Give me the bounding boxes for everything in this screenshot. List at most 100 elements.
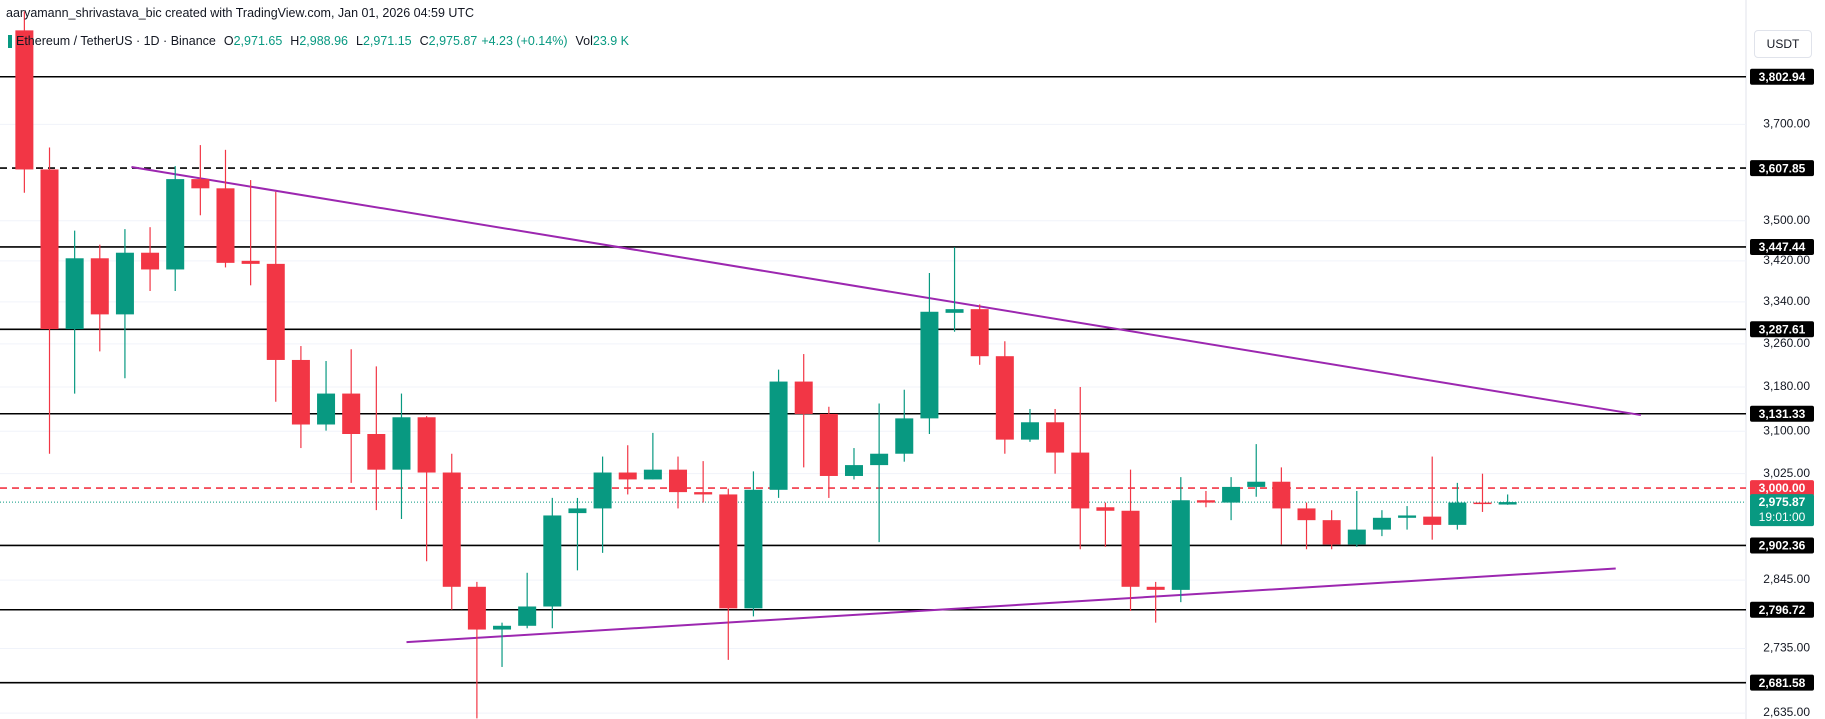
level-label: 3,802.94 [1759,70,1806,84]
candle-body [1448,502,1467,525]
candle-body [769,381,788,490]
legend: Ethereum / TetherUS · 1D · Binance O 2,97… [8,34,629,48]
candle-body [1272,481,1291,509]
level-label-box [1750,674,1814,691]
candle-body [467,586,486,630]
candle-body [241,260,260,264]
candle-body [417,417,436,473]
level-label-box [1750,601,1814,618]
candle-body [794,381,813,414]
level-label-box [1750,160,1814,177]
legend-key: H [290,34,300,48]
y-tick-label: 2,845.00 [1763,572,1810,586]
candle-body [90,258,109,315]
candle-body [1046,422,1065,453]
candle-body [141,252,160,270]
y-tick-label: 3,100.00 [1763,423,1810,437]
candle-body [593,472,612,509]
candle-body [568,508,587,514]
candle-body [493,625,512,630]
candle-body [1196,500,1215,503]
candle-body [643,469,662,480]
y-tick-label: 3,340.00 [1763,294,1810,308]
candle-body [65,258,84,330]
candle-body [266,263,285,360]
candle-body [1347,529,1366,545]
trendline [131,166,1642,417]
candle-body [970,309,989,357]
candle-body [1247,481,1266,487]
level-label: 2,681.58 [1759,676,1806,690]
candle-body [920,311,939,419]
candle-body [291,359,310,425]
legend-key: Vol [575,34,593,48]
trendline [406,567,1616,644]
legend-value: 2,971.15 [362,34,412,48]
y-tick-label: 2,635.00 [1763,705,1810,719]
y-tick-label: 3,180.00 [1763,379,1810,393]
level-label: 2,796.72 [1759,603,1806,617]
candle-body [342,393,361,434]
level-label: 3,447.44 [1759,240,1806,254]
legend-marker [8,34,12,48]
candle-body [191,179,210,189]
candle-body [392,417,411,470]
level-label: 3,607.85 [1759,161,1806,175]
y-tick-label: 3,700.00 [1763,117,1810,131]
legend-change: +4.23 (+0.14%) [481,34,568,48]
candle-body [1473,502,1492,505]
y-tick-label: 2,735.00 [1763,641,1810,655]
candle-body [40,169,59,330]
candle-body [317,393,336,425]
candle-body [1423,516,1442,525]
level-label: 2,902.36 [1759,539,1806,553]
legend-value: 23.9 K [592,34,630,48]
level-label: 3,131.33 [1759,407,1806,421]
candle-body [1071,452,1090,509]
candle-body [895,418,914,454]
level-label: 3,000.00 [1759,481,1806,495]
level-label-box [1750,321,1814,338]
legend-key: L [355,34,363,48]
candle-body [518,606,537,626]
level-label-box [1750,480,1814,497]
level-label-box [1750,537,1814,554]
candle-body [669,469,688,493]
countdown-label: 19:01:00 [1759,510,1806,524]
candle-body [1146,586,1165,590]
candle-body [367,433,386,470]
currency-button[interactable]: USDT [1754,30,1812,58]
legend-key: C [419,34,429,48]
attribution: aaryamann_shrivastava_bic created with T… [6,6,475,20]
candle-body [442,472,461,587]
candle-body [870,453,889,466]
legend-value: 2,971.65 [233,34,283,48]
candle-body [1096,507,1115,511]
candle-body [995,356,1014,440]
legend-key: O [223,34,234,48]
level-label-box [1750,68,1814,85]
candle-body [166,179,185,270]
candle-body [719,494,738,609]
candle-body [1322,520,1341,545]
legend-value: 2,975.87 [428,34,478,48]
level-label-box [1750,405,1814,422]
legend-value: 2,988.96 [299,34,348,48]
candle-body [1372,517,1391,530]
candle-body [1222,486,1241,503]
symbol-title: Ethereum / TetherUS · 1D · Binance [16,34,216,48]
y-tick-label: 3,260.00 [1763,336,1810,350]
y-tick-label: 3,420.00 [1763,253,1810,267]
candle-body [694,492,713,495]
candle-body [744,489,763,609]
candle-body [844,465,863,476]
candle-body [618,472,637,480]
current-price-box [1750,494,1814,527]
level-label-box [1750,238,1814,255]
level-label: 3,287.61 [1759,322,1806,336]
candle-body [1020,422,1039,440]
candle-body [1171,500,1190,590]
candle-body [115,252,134,315]
candle-body [15,30,34,170]
